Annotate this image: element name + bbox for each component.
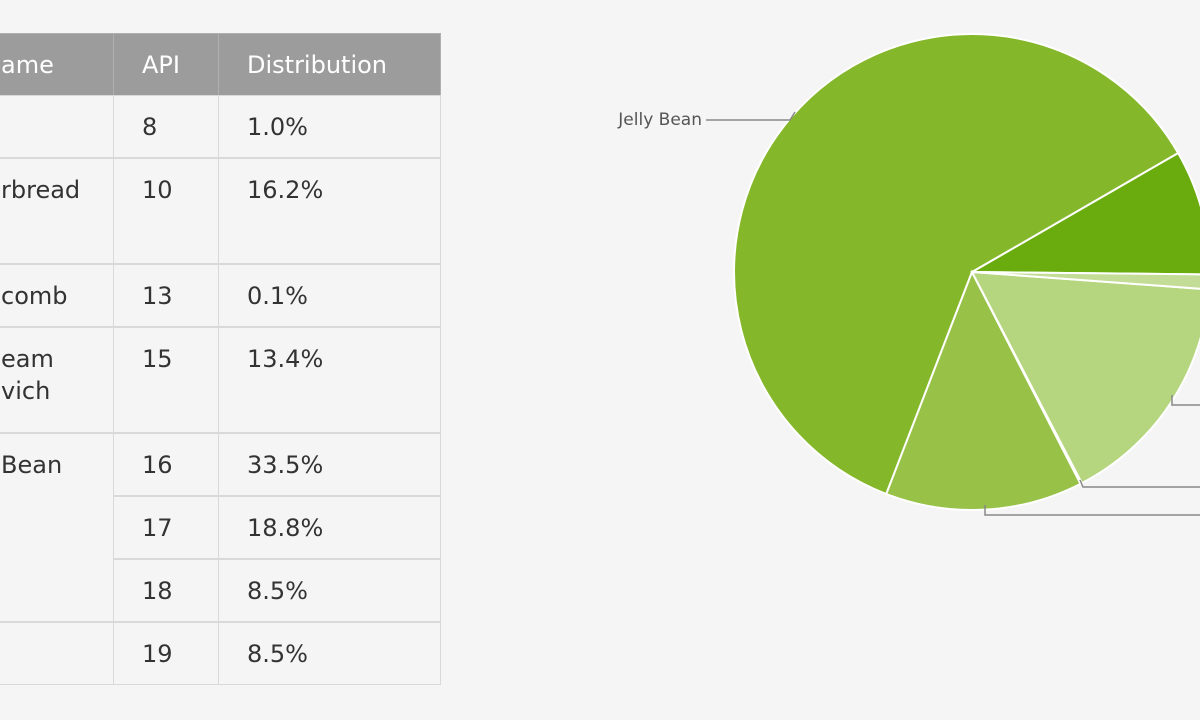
api-cell: 17 [113, 496, 219, 559]
cell-text: 16.2% [247, 176, 324, 204]
distribution-cell: 8.5% [218, 559, 441, 622]
cell-text: 13.4% [247, 345, 324, 373]
name-cell: eam vich [0, 327, 114, 433]
cell-text: 33.5% [247, 451, 324, 479]
leader-line [1079, 479, 1200, 488]
cell-text: 18.8% [247, 514, 324, 542]
cell-text: 8 [142, 113, 158, 141]
distribution-cell: 16.2% [218, 158, 441, 264]
cell-text: API [142, 51, 180, 79]
header-cell: Distribution [218, 33, 441, 96]
cell-text: 15 [142, 345, 173, 373]
cell-text: Distribution [247, 51, 388, 79]
cell-text: 18 [142, 577, 173, 605]
distribution-cell: 33.5% [218, 433, 441, 496]
distribution-cell: 0.1% [218, 264, 441, 327]
api-cell: 18 [113, 559, 219, 622]
pie-slice [971, 271, 1200, 290]
cell-text: 8.5% [247, 640, 308, 668]
cell-text: rbread [1, 176, 81, 204]
distribution-cell: 18.8% [218, 496, 441, 559]
api-cell: 8 [113, 95, 219, 158]
distribution-cell: 13.4% [218, 327, 441, 433]
cell-text: vich [1, 377, 51, 405]
cell-text: Bean [1, 451, 63, 479]
name-cell: Bean [0, 433, 114, 622]
cell-text: eam [1, 345, 54, 373]
api-cell: 19 [113, 622, 219, 685]
name-cell: comb [0, 264, 114, 327]
cell-text: ame [1, 51, 54, 79]
cell-text: 0.1% [247, 282, 308, 310]
cell-text: 13 [142, 282, 173, 310]
api-cell: 16 [113, 433, 219, 496]
cell-text: 17 [142, 514, 173, 542]
distribution-cell: 1.0% [218, 95, 441, 158]
api-cell: 10 [113, 158, 219, 264]
name-cell: rbread [0, 158, 114, 264]
leader-line [706, 111, 796, 121]
api-cell: 15 [113, 327, 219, 433]
cell-text: 10 [142, 176, 173, 204]
header-cell: ame [0, 33, 114, 96]
header-cell: API [113, 33, 219, 96]
leader-line [984, 505, 1200, 516]
api-cell: 13 [113, 264, 219, 327]
name-cell [0, 95, 114, 158]
pie-slice [970, 270, 1200, 485]
cell-text: 16 [142, 451, 173, 479]
cell-text: 19 [142, 640, 173, 668]
pie-label: Jelly Bean [617, 110, 702, 130]
leader-line [1171, 395, 1200, 406]
cell-text: 8.5% [247, 577, 308, 605]
cell-text: comb [1, 282, 68, 310]
distribution-cell: 8.5% [218, 622, 441, 685]
pie-slice [968, 151, 1200, 276]
cell-text: 1.0% [247, 113, 308, 141]
